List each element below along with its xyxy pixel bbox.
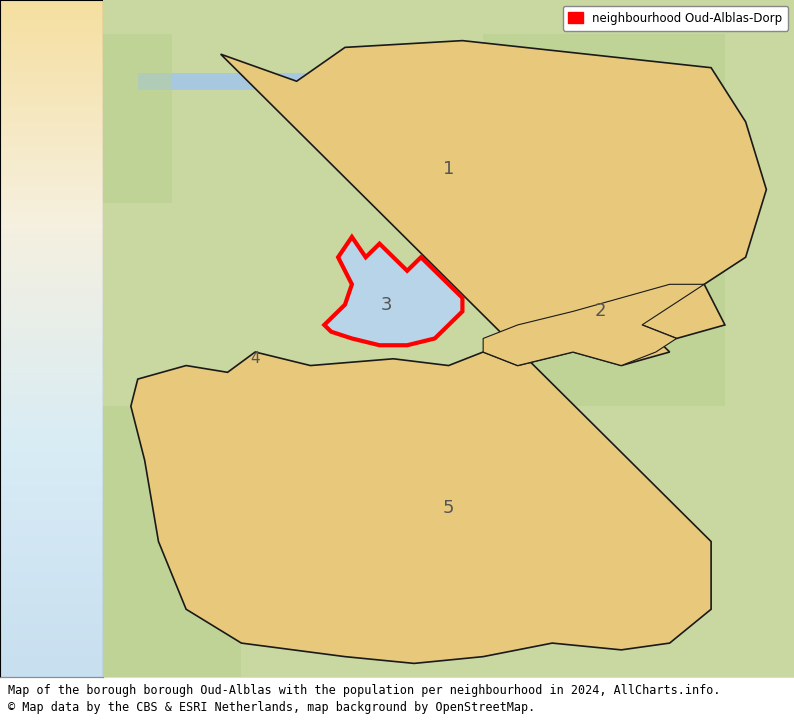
Text: 4: 4 bbox=[250, 351, 260, 366]
Text: 2: 2 bbox=[595, 303, 607, 321]
Text: 1: 1 bbox=[443, 160, 454, 178]
Bar bbox=[103, 34, 172, 203]
Bar bbox=[103, 406, 241, 677]
Polygon shape bbox=[131, 41, 766, 663]
Text: 5: 5 bbox=[443, 499, 454, 517]
Bar bbox=[518, 237, 725, 406]
Polygon shape bbox=[324, 237, 462, 345]
FancyArrow shape bbox=[138, 73, 483, 90]
Text: 3: 3 bbox=[380, 295, 392, 313]
Polygon shape bbox=[483, 285, 704, 366]
Legend: neighbourhood Oud-Alblas-Dorp: neighbourhood Oud-Alblas-Dorp bbox=[563, 6, 788, 30]
Text: Map of the borough borough Oud-Alblas with the population per neighbourhood in 2: Map of the borough borough Oud-Alblas wi… bbox=[8, 684, 720, 714]
Bar bbox=[483, 34, 725, 203]
